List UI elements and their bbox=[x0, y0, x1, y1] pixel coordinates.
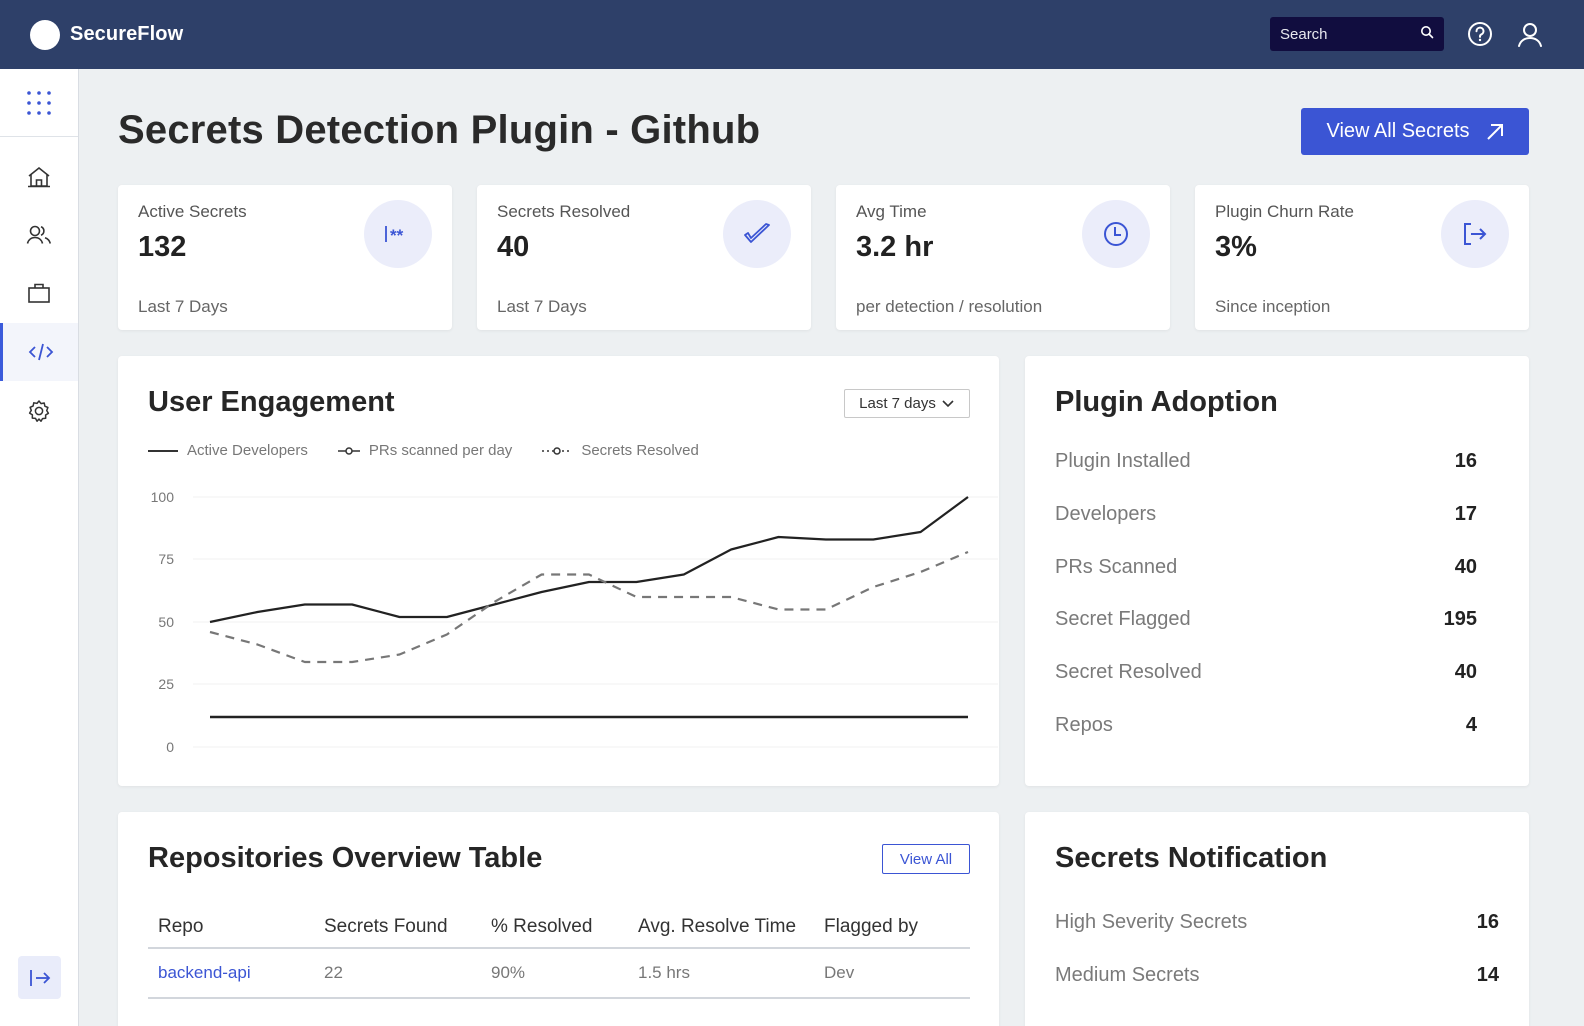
clock-icon bbox=[1082, 200, 1150, 268]
adoption-row: Secret Resolved 40 bbox=[1055, 661, 1477, 683]
plugin-adoption-panel: Plugin Adoption Plugin Installed 16 Devel… bbox=[1025, 356, 1529, 786]
page-title: Secrets Detection Plugin - Github bbox=[118, 108, 761, 152]
legend-active-developers: Active Developers bbox=[148, 442, 308, 459]
solid-line-icon bbox=[148, 449, 178, 452]
stat-card-active-secrets: Active Secrets 132 Last 7 Days ** bbox=[118, 185, 452, 330]
date-range-dropdown[interactable]: Last 7 days bbox=[844, 389, 970, 418]
expand-arrow-icon bbox=[29, 969, 50, 986]
sidebar bbox=[0, 69, 79, 1026]
line-marker-icon bbox=[337, 446, 360, 455]
notification-row: Medium Secrets 14 bbox=[1055, 964, 1499, 986]
sidebar-item-home[interactable] bbox=[0, 148, 78, 206]
stat-label: Avg Time bbox=[856, 202, 927, 221]
engagement-line-chart: 100 75 50 25 0 bbox=[151, 489, 998, 755]
cell-avg-time: 1.5 hrs bbox=[638, 963, 690, 982]
stat-value: 132 bbox=[138, 231, 187, 263]
cell-secrets-found: 22 bbox=[324, 963, 343, 982]
search-box[interactable] bbox=[1270, 17, 1444, 51]
sidebar-item-settings[interactable] bbox=[0, 382, 78, 440]
adoption-row: PRs Scanned 40 bbox=[1055, 556, 1477, 578]
brand-logo-icon bbox=[30, 19, 60, 50]
column-header[interactable]: Secrets Found bbox=[324, 916, 448, 937]
repo-link[interactable]: backend-api bbox=[158, 963, 251, 982]
stat-value: 3% bbox=[1215, 231, 1257, 263]
stat-label: Secrets Resolved bbox=[497, 202, 631, 221]
notification-row: High Severity Secrets 16 bbox=[1055, 911, 1499, 933]
adoption-row: Secret Flagged 195 bbox=[1055, 608, 1477, 630]
chevron-down-icon bbox=[942, 399, 954, 407]
sidebar-item-users[interactable] bbox=[0, 206, 78, 264]
chart-legend: Active Developers PRs scanned per day Se… bbox=[148, 442, 729, 459]
top-bar: SecureFlow bbox=[0, 0, 1584, 69]
column-header[interactable]: Flagged by bbox=[824, 916, 919, 937]
masked-secret-icon: ** bbox=[364, 200, 432, 268]
panel-title: Repositories Overview Table bbox=[148, 842, 543, 874]
svg-text:100: 100 bbox=[151, 489, 175, 505]
legend-secrets-resolved: Secrets Resolved bbox=[542, 442, 699, 459]
user-engagement-panel: User Engagement Last 7 days Active Devel… bbox=[118, 356, 999, 786]
series-secrets-resolved bbox=[209, 550, 969, 664]
stat-sub: Since inception bbox=[1215, 297, 1331, 316]
check-icon bbox=[723, 200, 791, 268]
table-row: backend-api 22 90% 1.5 hrs Dev bbox=[148, 949, 970, 999]
svg-text:50: 50 bbox=[158, 614, 174, 630]
stat-value: 40 bbox=[497, 231, 530, 263]
gear-icon bbox=[28, 400, 50, 422]
user-icon[interactable] bbox=[1516, 20, 1544, 48]
column-header[interactable]: % Resolved bbox=[491, 916, 593, 937]
adoption-row: Developers 17 bbox=[1055, 503, 1477, 525]
panel-title: Plugin Adoption bbox=[1055, 386, 1278, 418]
column-header[interactable]: Repo bbox=[158, 916, 204, 937]
help-icon[interactable] bbox=[1466, 20, 1494, 48]
stat-card-secrets-resolved: Secrets Resolved 40 Last 7 Days bbox=[477, 185, 811, 330]
stat-sub: Last 7 Days bbox=[497, 297, 587, 316]
adoption-row: Repos 4 bbox=[1055, 714, 1477, 736]
search-icon[interactable] bbox=[1420, 25, 1434, 44]
panel-title: User Engagement bbox=[148, 386, 395, 418]
stat-label: Active Secrets bbox=[138, 202, 247, 221]
y-axis-ticks: 100 75 50 25 0 bbox=[151, 489, 175, 755]
stat-sub: per detection / resolution bbox=[856, 297, 1043, 316]
column-header[interactable]: Avg. Resolve Time bbox=[638, 916, 797, 937]
secrets-notification-panel: Secrets Notification High Severity Secre… bbox=[1025, 812, 1529, 1026]
briefcase-icon bbox=[28, 283, 50, 303]
repositories-panel: Repositories Overview Table View All Rep… bbox=[118, 812, 999, 1026]
users-icon bbox=[26, 225, 52, 244]
legend-prs-scanned: PRs scanned per day bbox=[337, 442, 512, 459]
stat-label: Plugin Churn Rate bbox=[1215, 202, 1354, 221]
date-range-value: Last 7 days bbox=[859, 395, 936, 412]
sidebar-item-code[interactable] bbox=[0, 323, 78, 381]
view-all-secrets-label: View All Secrets bbox=[1326, 120, 1470, 142]
search-input[interactable] bbox=[1280, 25, 1410, 43]
svg-text:0: 0 bbox=[166, 739, 174, 755]
sidebar-item-apps[interactable] bbox=[0, 69, 78, 137]
svg-text:**: ** bbox=[390, 226, 404, 243]
table-header: Repo Secrets Found % Resolved Avg. Resol… bbox=[148, 907, 970, 949]
brand-name: SecureFlow bbox=[70, 23, 184, 45]
stat-value: 3.2 hr bbox=[856, 231, 934, 263]
exit-icon bbox=[1441, 200, 1509, 268]
home-icon bbox=[28, 166, 50, 188]
view-all-secrets-button[interactable]: View All Secrets bbox=[1301, 108, 1529, 155]
stat-card-churn-rate: Plugin Churn Rate 3% Since inception bbox=[1195, 185, 1529, 330]
panel-title: Secrets Notification bbox=[1055, 842, 1328, 874]
svg-text:25: 25 bbox=[158, 676, 174, 692]
dashed-marker-icon bbox=[542, 446, 573, 455]
stat-sub: Last 7 Days bbox=[138, 297, 228, 316]
cell-flagged-by: Dev bbox=[824, 963, 855, 982]
repositories-table: Repo Secrets Found % Resolved Avg. Resol… bbox=[148, 907, 970, 999]
view-all-repos-button[interactable]: View All bbox=[882, 844, 970, 874]
cell-resolved: 90% bbox=[491, 963, 526, 982]
svg-text:75: 75 bbox=[158, 551, 174, 567]
sidebar-item-projects[interactable] bbox=[0, 264, 78, 322]
grid-dots-icon bbox=[27, 90, 51, 115]
code-icon bbox=[28, 343, 53, 361]
stat-card-avg-time: Avg Time 3.2 hr per detection / resoluti… bbox=[836, 185, 1170, 330]
arrow-up-right-icon bbox=[1486, 123, 1503, 140]
chart-grid bbox=[193, 496, 998, 748]
brand[interactable]: SecureFlow bbox=[30, 19, 184, 50]
series-active-developers bbox=[209, 496, 969, 624]
adoption-row: Plugin Installed 16 bbox=[1055, 450, 1477, 472]
sidebar-collapse-button[interactable] bbox=[18, 956, 61, 999]
